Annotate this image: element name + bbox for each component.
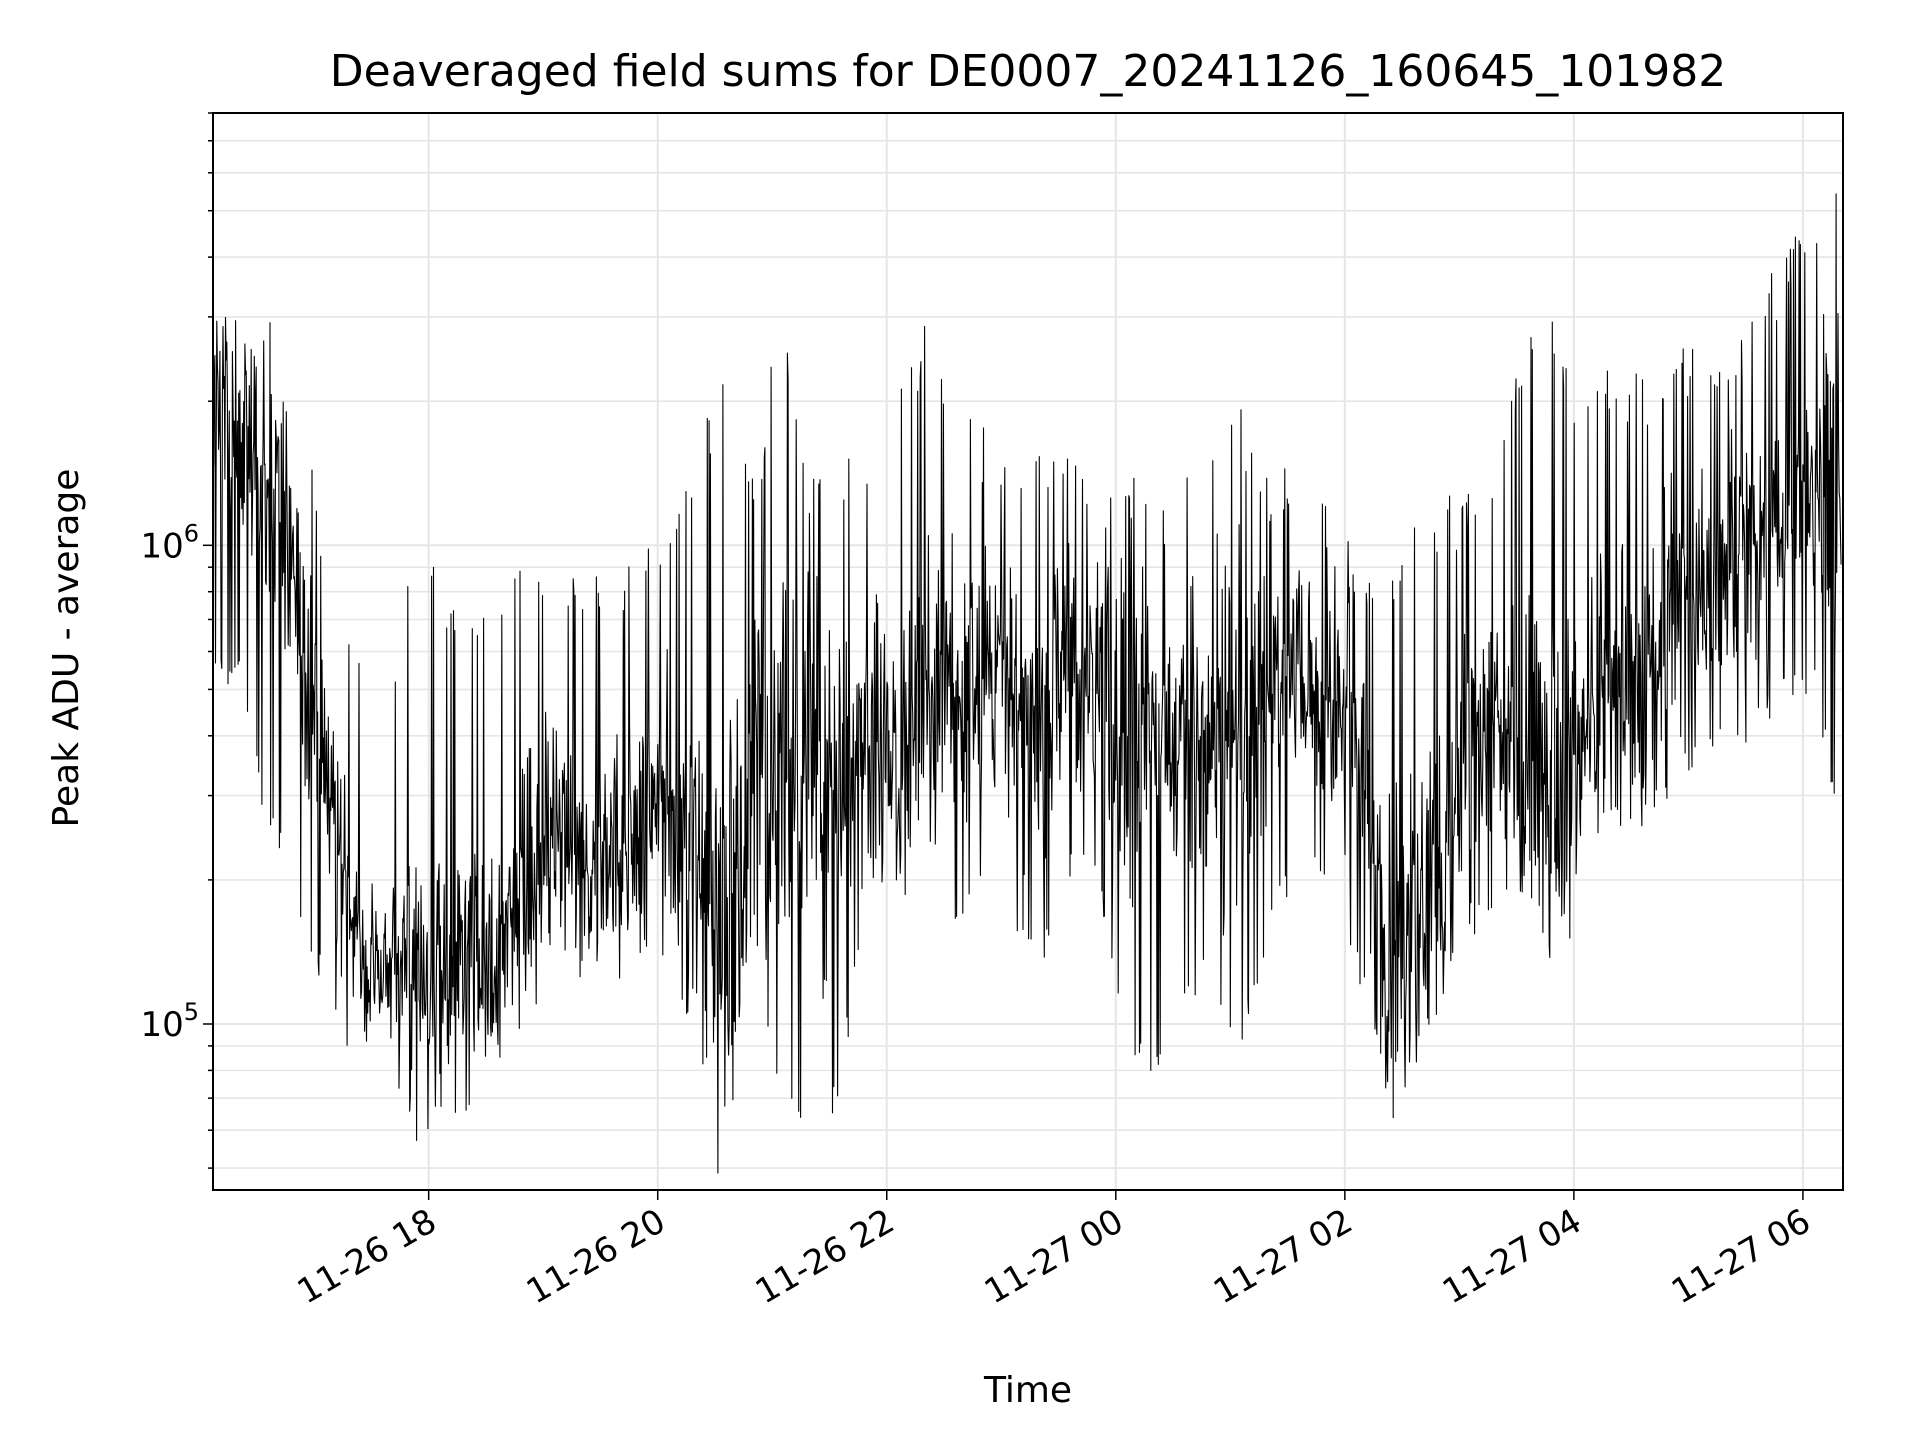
y-tick-label: 105 xyxy=(140,998,199,1045)
y-axis-label: Peak ADU - average xyxy=(46,469,87,828)
chart-title: Deaveraged field sums for DE0007_2024112… xyxy=(330,46,1727,97)
y-tick-label: 106 xyxy=(140,519,199,566)
x-axis-label: Time xyxy=(983,1370,1072,1411)
series-line xyxy=(212,193,1842,1174)
data-series xyxy=(212,193,1842,1174)
